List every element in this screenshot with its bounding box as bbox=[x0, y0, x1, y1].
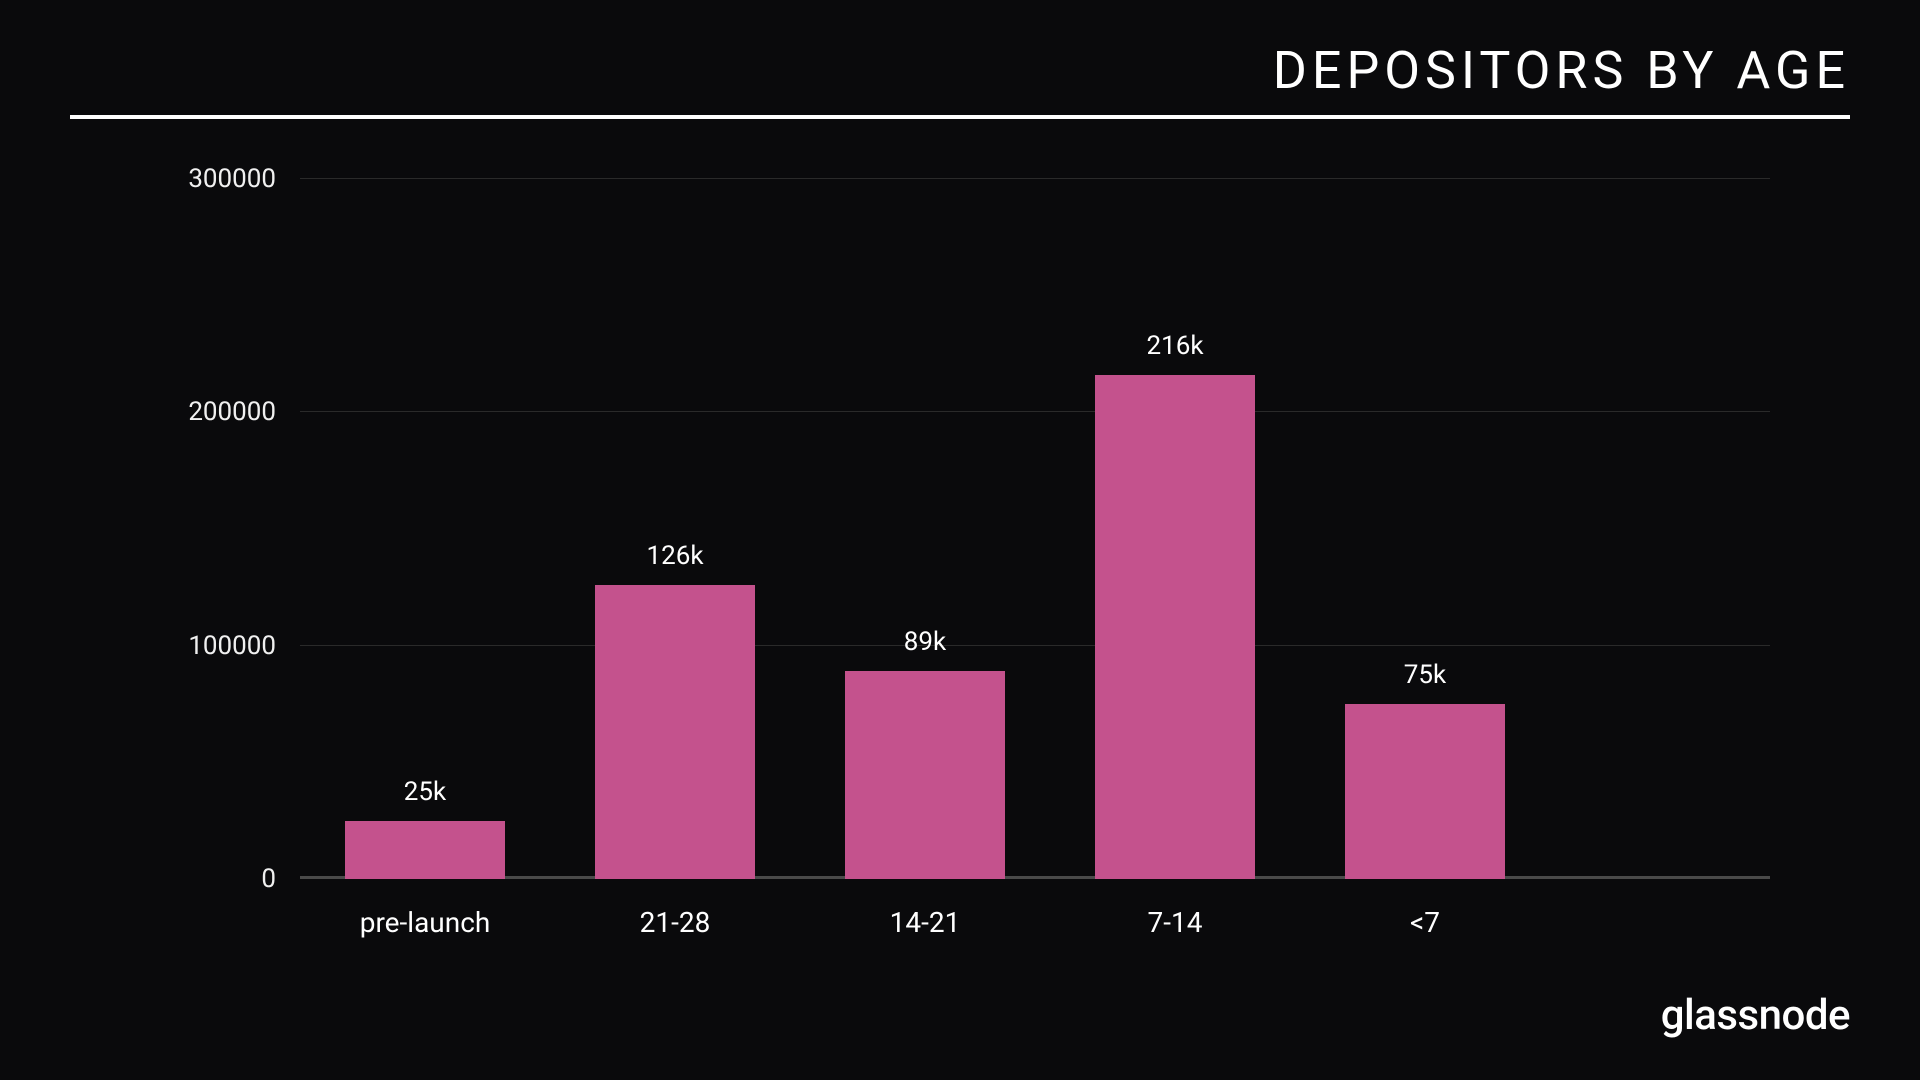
bar bbox=[595, 585, 755, 879]
bar bbox=[1095, 375, 1255, 879]
bar-value-label: 89k bbox=[904, 627, 946, 657]
bars-container: 25k 126k 89k 216k 75k bbox=[300, 179, 1770, 879]
plot-area: 010000020000030000025k126k89k216k75k bbox=[300, 179, 1770, 879]
bar-value-label: 126k bbox=[646, 541, 703, 571]
bar-slot: 75k bbox=[1300, 179, 1550, 879]
bar bbox=[345, 821, 505, 879]
bar-slot: 25k bbox=[300, 179, 550, 879]
bar-value-label: 25k bbox=[404, 777, 446, 807]
bar-value-label: 75k bbox=[1404, 660, 1446, 690]
chart-page: DEPOSITORS BY AGE 0 100000 200000 300000 25k… bbox=[0, 0, 1920, 1080]
x-tick-label: 21-28 bbox=[550, 906, 800, 939]
y-tick-label: 200000 bbox=[188, 397, 276, 427]
bar-slot: 126k bbox=[550, 179, 800, 879]
x-tick-label: 7-14 bbox=[1050, 906, 1300, 939]
x-tick-label: <7 bbox=[1300, 906, 1550, 939]
page-title: DEPOSITORS BY AGE bbox=[70, 40, 1850, 101]
bar-value-label: 216k bbox=[1146, 331, 1203, 361]
y-tick-label: 300000 bbox=[188, 164, 276, 194]
x-tick-label: pre-launch bbox=[300, 906, 550, 939]
y-tick-label: 100000 bbox=[188, 631, 276, 661]
x-axis-labels: pre-launch21-2814-217-14<7 bbox=[300, 906, 1770, 939]
bar-slot: 89k bbox=[800, 179, 1050, 879]
title-block: DEPOSITORS BY AGE bbox=[70, 40, 1850, 119]
x-tick-label: 14-21 bbox=[800, 906, 1050, 939]
bar bbox=[845, 671, 1005, 879]
bar-chart: 010000020000030000025k126k89k216k75k pre… bbox=[70, 179, 1850, 969]
brand-logo: glassnode bbox=[1661, 991, 1850, 1040]
bar-slot: 216k bbox=[1050, 179, 1300, 879]
bar bbox=[1345, 704, 1505, 879]
y-tick-label: 0 bbox=[261, 864, 276, 894]
